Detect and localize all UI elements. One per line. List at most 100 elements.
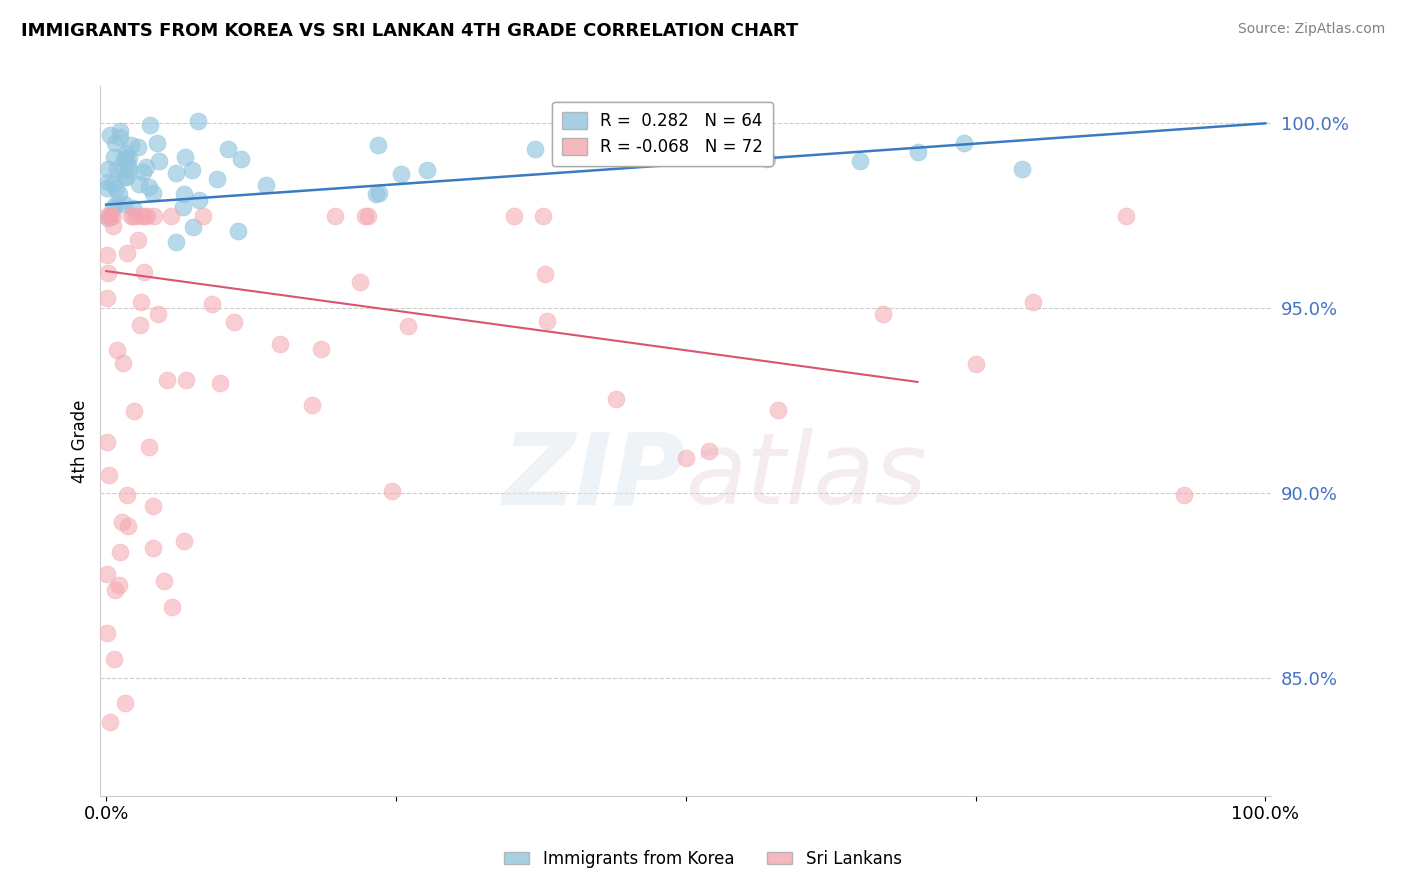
Point xyxy=(98,714,121,729)
Point xyxy=(254,178,277,193)
Point xyxy=(174,373,197,387)
Point xyxy=(114,151,136,165)
Point xyxy=(115,246,138,260)
Point xyxy=(114,170,136,185)
Point xyxy=(269,337,291,351)
Point xyxy=(121,209,143,223)
Point xyxy=(675,450,697,465)
Point xyxy=(366,187,388,202)
Point xyxy=(115,146,138,161)
Point xyxy=(96,626,118,640)
Point xyxy=(111,163,134,178)
Text: Source: ZipAtlas.com: Source: ZipAtlas.com xyxy=(1237,22,1385,37)
Point xyxy=(120,138,142,153)
Point xyxy=(103,652,125,666)
Text: ZIP: ZIP xyxy=(503,428,686,525)
Point xyxy=(145,136,167,150)
Point xyxy=(105,196,128,211)
Point xyxy=(111,516,134,530)
Point xyxy=(165,166,187,180)
Point xyxy=(114,697,136,711)
Point xyxy=(181,220,204,235)
Point xyxy=(103,209,125,223)
Point xyxy=(112,197,135,211)
Point xyxy=(124,209,146,223)
Point xyxy=(101,178,124,192)
Point xyxy=(110,545,132,559)
Point xyxy=(105,162,128,177)
Point xyxy=(416,162,439,177)
Point xyxy=(117,163,139,178)
Point xyxy=(389,167,412,181)
Point xyxy=(172,201,194,215)
Point xyxy=(108,186,131,201)
Point xyxy=(127,233,149,247)
Point xyxy=(533,267,555,281)
Point xyxy=(142,186,165,200)
Point xyxy=(1115,209,1137,223)
Point xyxy=(367,137,389,152)
Point xyxy=(138,180,160,194)
Point xyxy=(229,152,252,166)
Point xyxy=(96,181,118,195)
Point xyxy=(138,440,160,454)
Legend: R =  0.282   N = 64, R = -0.068   N = 72: R = 0.282 N = 64, R = -0.068 N = 72 xyxy=(551,102,773,167)
Point xyxy=(97,211,120,225)
Point xyxy=(142,499,165,513)
Point xyxy=(536,314,558,328)
Point xyxy=(1011,162,1033,177)
Point xyxy=(697,444,720,458)
Point xyxy=(226,224,249,238)
Point xyxy=(98,128,121,143)
Point xyxy=(100,209,122,223)
Point xyxy=(593,133,616,147)
Point xyxy=(134,209,156,223)
Point xyxy=(129,295,152,310)
Point xyxy=(135,160,157,174)
Point xyxy=(115,169,138,184)
Point xyxy=(524,142,547,156)
Point xyxy=(97,266,120,280)
Point xyxy=(139,118,162,132)
Point xyxy=(187,193,209,207)
Point xyxy=(605,392,627,406)
Point xyxy=(121,201,143,215)
Point xyxy=(131,209,153,223)
Point xyxy=(193,209,215,223)
Point xyxy=(180,162,202,177)
Text: IMMIGRANTS FROM KOREA VS SRI LANKAN 4TH GRADE CORRELATION CHART: IMMIGRANTS FROM KOREA VS SRI LANKAN 4TH … xyxy=(21,22,799,40)
Point xyxy=(205,172,228,186)
Point xyxy=(104,582,127,597)
Point xyxy=(208,376,231,391)
Point xyxy=(101,219,124,234)
Point xyxy=(96,209,118,223)
Point xyxy=(105,343,128,358)
Point xyxy=(768,403,790,417)
Point xyxy=(503,209,526,223)
Point xyxy=(112,356,135,370)
Point xyxy=(108,124,131,138)
Point xyxy=(103,150,125,164)
Point xyxy=(146,307,169,321)
Point xyxy=(217,142,239,156)
Point xyxy=(97,175,120,189)
Point xyxy=(640,134,662,148)
Point xyxy=(848,154,870,169)
Point xyxy=(117,519,139,533)
Point xyxy=(1173,487,1195,501)
Point xyxy=(301,398,323,412)
Point xyxy=(953,136,976,151)
Point xyxy=(132,164,155,178)
Point xyxy=(174,150,197,164)
Point xyxy=(160,600,183,615)
Point xyxy=(96,434,118,449)
Point xyxy=(367,186,389,201)
Point xyxy=(396,318,419,333)
Point xyxy=(96,291,118,305)
Point xyxy=(122,404,145,418)
Point xyxy=(156,374,179,388)
Point xyxy=(222,315,245,329)
Point xyxy=(98,468,121,483)
Point xyxy=(201,297,224,311)
Point xyxy=(104,136,127,150)
